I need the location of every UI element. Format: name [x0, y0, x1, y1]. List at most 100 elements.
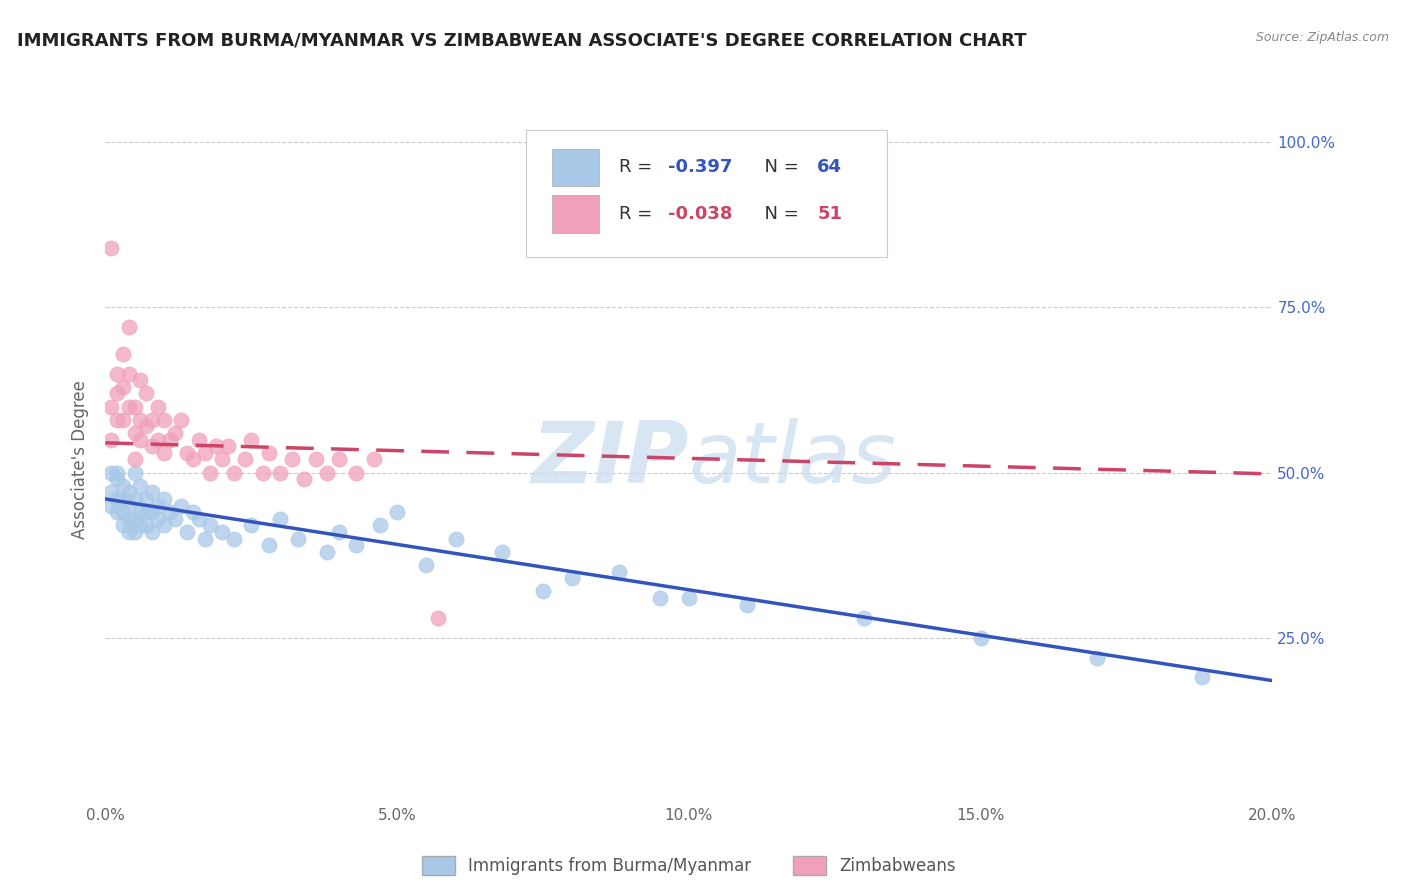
Point [170, 499, 193, 513]
FancyBboxPatch shape [553, 149, 599, 186]
Point [181, 452, 204, 467]
Text: R =: R = [619, 159, 658, 177]
Point [852, 611, 875, 625]
Point [146, 433, 169, 447]
Point [118, 485, 141, 500]
Point [135, 491, 157, 506]
Point [252, 466, 274, 480]
Point [678, 591, 700, 605]
Point [159, 505, 181, 519]
Point [124, 491, 146, 506]
FancyBboxPatch shape [553, 195, 599, 233]
Text: 51: 51 [817, 205, 842, 223]
Point [141, 413, 163, 427]
Point [363, 452, 385, 467]
Point [607, 565, 630, 579]
Point [129, 479, 152, 493]
Point [105, 491, 128, 506]
Point [194, 446, 217, 460]
Point [105, 413, 128, 427]
Point [200, 518, 222, 533]
Text: R =: R = [619, 205, 658, 223]
Point [105, 472, 128, 486]
Text: IMMIGRANTS FROM BURMA/MYANMAR VS ZIMBABWEAN ASSOCIATE'S DEGREE CORRELATION CHART: IMMIGRANTS FROM BURMA/MYANMAR VS ZIMBABW… [17, 31, 1026, 49]
Point [124, 512, 146, 526]
Point [217, 439, 239, 453]
Point [100, 400, 122, 414]
Text: atlas: atlas [689, 417, 897, 501]
Point [240, 433, 263, 447]
Point [344, 466, 367, 480]
Point [211, 452, 233, 467]
Point [129, 505, 152, 519]
Point [141, 439, 163, 453]
Point [100, 499, 122, 513]
Point [135, 505, 157, 519]
Y-axis label: Associate's Degree: Associate's Degree [72, 380, 90, 539]
Point [124, 452, 146, 467]
Point [316, 545, 339, 559]
Point [344, 538, 367, 552]
Point [222, 532, 245, 546]
Point [118, 512, 141, 526]
Point [304, 452, 326, 467]
Point [135, 419, 157, 434]
Point [170, 413, 193, 427]
Point [648, 591, 671, 605]
Point [292, 472, 315, 486]
Point [368, 518, 391, 533]
Point [269, 466, 292, 480]
Point [118, 367, 141, 381]
Point [316, 466, 339, 480]
Point [187, 433, 209, 447]
Point [111, 413, 134, 427]
Point [118, 400, 141, 414]
Point [222, 466, 245, 480]
Point [287, 532, 309, 546]
Point [737, 598, 759, 612]
Point [385, 505, 409, 519]
Point [281, 452, 304, 467]
Point [159, 433, 181, 447]
Point [124, 425, 146, 440]
Point [328, 524, 350, 539]
Point [105, 466, 128, 480]
Point [328, 452, 350, 467]
Point [100, 241, 122, 255]
Point [129, 433, 152, 447]
Point [118, 320, 141, 334]
Point [129, 373, 152, 387]
Point [111, 347, 134, 361]
Point [269, 512, 292, 526]
Point [118, 524, 141, 539]
Text: 64: 64 [817, 159, 842, 177]
Point [181, 505, 204, 519]
Point [124, 400, 146, 414]
Point [111, 491, 134, 506]
Point [141, 524, 163, 539]
Point [444, 532, 467, 546]
Point [111, 505, 134, 519]
Point [100, 485, 122, 500]
Point [194, 532, 217, 546]
Point [1087, 650, 1109, 665]
Point [240, 518, 263, 533]
Point [561, 571, 583, 585]
Point [1191, 670, 1213, 684]
Point [129, 518, 152, 533]
Point [135, 518, 157, 533]
Point [153, 413, 174, 427]
Point [111, 380, 134, 394]
Point [105, 505, 128, 519]
Point [118, 499, 141, 513]
Point [105, 386, 128, 401]
Text: -0.397: -0.397 [668, 159, 733, 177]
Text: N =: N = [754, 159, 804, 177]
Point [141, 505, 163, 519]
Point [491, 545, 513, 559]
Point [205, 439, 228, 453]
Point [427, 611, 450, 625]
FancyBboxPatch shape [526, 129, 887, 257]
Point [176, 446, 198, 460]
Point [165, 425, 187, 440]
